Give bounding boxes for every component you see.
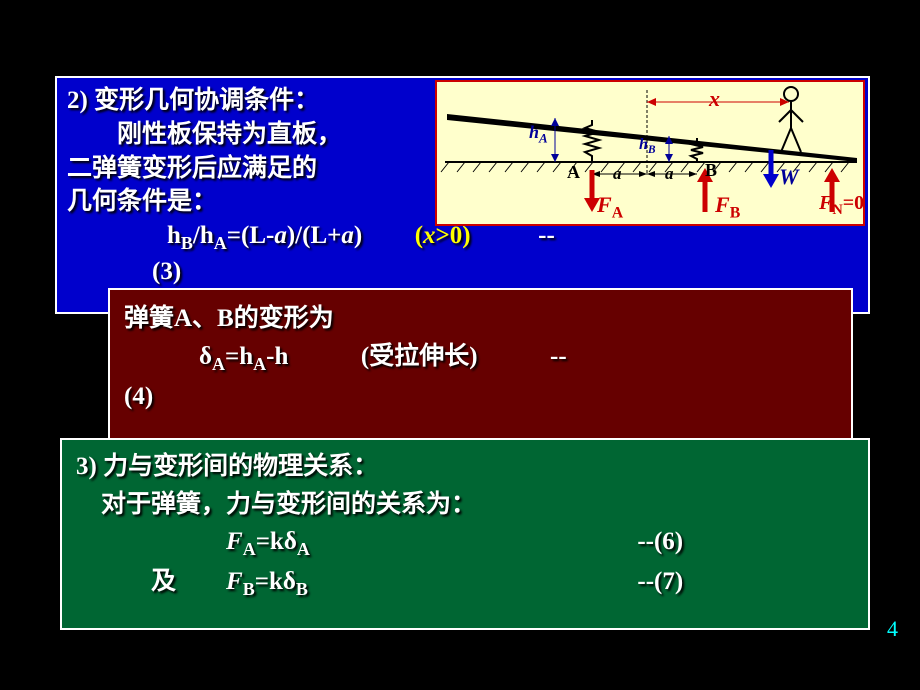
eq-a2: a bbox=[341, 222, 354, 249]
eq-dashes: -- bbox=[538, 222, 555, 249]
eq-a1: a bbox=[274, 222, 287, 249]
physics-relation-box: 3) 力与变形间的物理关系： 对于弹簧，力与变形间的关系为： FA=kδA --… bbox=[60, 438, 870, 630]
green-line3: FA=kδA --(6) bbox=[76, 523, 854, 563]
eq-xcond: (x>0) bbox=[415, 222, 471, 249]
eq-sub-a: A bbox=[214, 233, 227, 253]
green-line2: 对于弹簧，力与变形间的关系为： bbox=[76, 486, 854, 524]
W-label: W bbox=[779, 164, 799, 190]
hA-label: hA bbox=[529, 122, 548, 147]
eq-slash: /h bbox=[193, 222, 214, 249]
x-label: x bbox=[709, 86, 720, 112]
hB-label: hB bbox=[639, 136, 656, 156]
page-number: 4 bbox=[887, 616, 898, 642]
FN-label: FN=0 bbox=[819, 192, 864, 219]
deformation-box: 弹簧A、B的变形为 δA=hA-h (受拉伸长) -- (4) bbox=[108, 288, 853, 458]
maroon-line2: δA=hA-h (受拉伸长) -- bbox=[124, 338, 837, 378]
FA-label: FA bbox=[597, 192, 623, 222]
green-text-block: 3) 力与变形间的物理关系： 对于弹簧，力与变形间的关系为： FA=kδA --… bbox=[76, 448, 854, 603]
maroon-text-block: 弹簧A、B的变形为 δA=hA-h (受拉伸长) -- (4) bbox=[124, 300, 837, 415]
a-label-1: a bbox=[613, 164, 622, 184]
spring-diagram: x hA hB A B a a FA FB W FN=0 bbox=[435, 80, 865, 226]
eq-pre: h bbox=[67, 222, 181, 249]
maroon-line1: 弹簧A、B的变形为 bbox=[124, 300, 837, 338]
green-line1: 3) 力与变形间的物理关系： bbox=[76, 448, 854, 486]
eq-mid: =(L- bbox=[227, 222, 275, 249]
eq-close: ) bbox=[354, 222, 362, 249]
eq-sub-b: B bbox=[181, 233, 193, 253]
a-label-2: a bbox=[665, 164, 674, 184]
FB-label: FB bbox=[715, 192, 740, 222]
green-line4: 及 FB=kδB --(7) bbox=[76, 563, 854, 603]
maroon-line3: (4) bbox=[124, 378, 837, 416]
eq-mid2: )/(L+ bbox=[287, 222, 342, 249]
blue-eq-num: (3) bbox=[152, 255, 858, 289]
A-label: A bbox=[567, 162, 580, 183]
B-label: B bbox=[705, 160, 717, 181]
